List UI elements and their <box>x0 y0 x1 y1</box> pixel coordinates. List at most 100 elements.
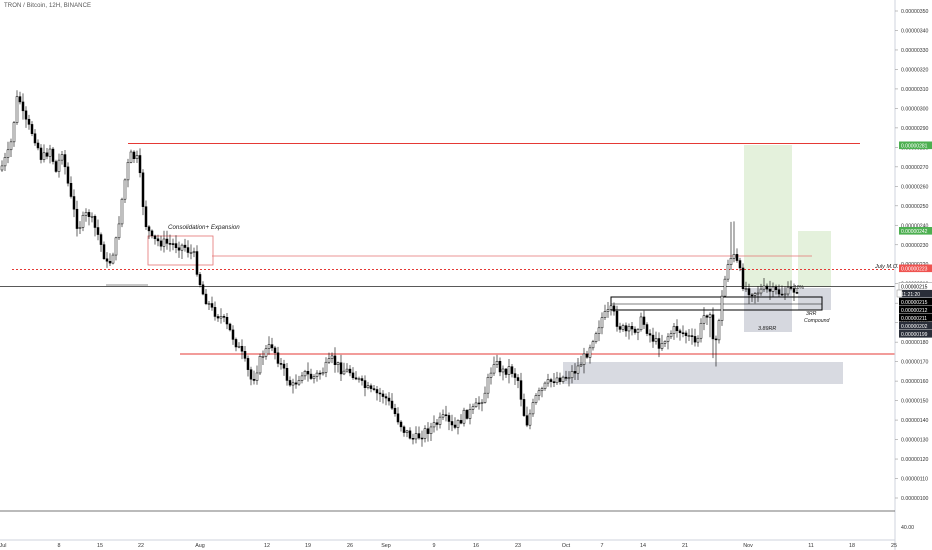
candle <box>282 359 286 376</box>
candle <box>339 354 343 381</box>
candle-body <box>258 356 262 374</box>
candle-body <box>168 243 172 245</box>
candle <box>75 200 79 237</box>
candle-body <box>363 380 367 388</box>
price-badge-label: 0.00000199 <box>901 332 928 338</box>
candle-body <box>459 420 463 424</box>
time-tick-label: 23 <box>515 543 521 549</box>
candle <box>147 225 151 239</box>
candle <box>60 150 64 165</box>
candle-body <box>69 183 73 197</box>
candle <box>267 336 271 355</box>
candle <box>15 90 19 125</box>
candle <box>366 381 370 390</box>
candle <box>495 354 499 369</box>
candle-body <box>369 385 373 389</box>
price-tick-label: 0.00000310 <box>901 87 929 93</box>
candle <box>723 275 727 298</box>
candle-body <box>789 286 793 289</box>
candle-body <box>60 154 64 161</box>
candle-body <box>780 293 784 296</box>
candle <box>141 169 145 216</box>
price-tick-label: 0.00000170 <box>901 360 929 366</box>
candle <box>72 189 76 218</box>
candle-body <box>138 155 142 174</box>
candle <box>177 241 181 258</box>
candle-body <box>636 329 640 333</box>
candle <box>612 302 616 316</box>
candle-body <box>741 267 745 290</box>
price-tick-label: 0.00000160 <box>901 379 929 385</box>
candle <box>648 329 652 343</box>
price-badge-label: 0.00000202 <box>901 324 928 330</box>
candle <box>789 280 793 291</box>
candle-body <box>159 240 163 247</box>
candle-body <box>519 380 523 400</box>
candle-body <box>792 288 796 293</box>
candle-body <box>300 375 304 381</box>
candle <box>450 414 454 432</box>
candle-body <box>15 96 19 123</box>
candle <box>783 286 787 301</box>
candle <box>165 230 169 250</box>
candle-body <box>153 235 157 240</box>
candle <box>447 412 451 431</box>
consolidation-box <box>147 235 214 266</box>
candle-body <box>447 415 451 422</box>
candle-body <box>204 293 208 305</box>
candle <box>12 120 16 147</box>
candle-body <box>606 309 610 312</box>
candle <box>666 333 670 350</box>
candle-body <box>690 335 694 337</box>
candle <box>678 328 682 341</box>
candle-body <box>435 422 439 425</box>
candle-body <box>708 314 712 318</box>
candle-body <box>495 361 499 365</box>
candle-body <box>222 316 226 318</box>
candle <box>387 392 391 406</box>
countdown-icon <box>896 289 903 298</box>
price-tick-label: 0.00000250 <box>901 204 929 210</box>
ten-percent-annotation: 10% <box>794 285 805 291</box>
candle-body <box>261 355 265 358</box>
candle-body <box>750 294 754 297</box>
candle-body <box>45 152 49 157</box>
candle-body <box>189 252 193 254</box>
candle <box>747 283 751 304</box>
candle-body <box>525 415 529 426</box>
candle-body <box>30 124 34 134</box>
price-badge: 0.00000202 <box>899 322 932 330</box>
time-tick-label: 9 <box>433 543 436 549</box>
candle <box>210 296 214 311</box>
candle-body <box>462 409 466 424</box>
candle <box>573 363 577 380</box>
candle-body <box>156 238 160 242</box>
candle <box>102 241 106 260</box>
candle <box>576 357 580 381</box>
candle <box>369 383 373 393</box>
time-tick-label: 25 <box>891 543 897 549</box>
time-tick-label: 15 <box>97 543 103 549</box>
candle-body <box>57 159 61 172</box>
candle <box>696 335 700 347</box>
candle <box>468 403 472 425</box>
candle-body <box>777 289 781 295</box>
candle-body <box>183 244 187 248</box>
candle <box>390 393 394 411</box>
candle <box>285 363 289 386</box>
price-badge-bg <box>899 298 932 306</box>
price-tick-label: 0.00000270 <box>901 165 929 171</box>
price-tick-label: 0.00000140 <box>901 418 929 424</box>
candle-body <box>102 244 106 260</box>
candle <box>519 372 523 407</box>
candle-body <box>270 344 274 349</box>
level-lines-layer <box>0 143 895 355</box>
candle-body <box>303 370 307 377</box>
candle <box>795 287 799 295</box>
price-badge-bg <box>899 227 932 235</box>
candle <box>582 347 586 374</box>
candle <box>561 375 565 384</box>
candle <box>396 407 400 425</box>
candle <box>87 209 91 226</box>
